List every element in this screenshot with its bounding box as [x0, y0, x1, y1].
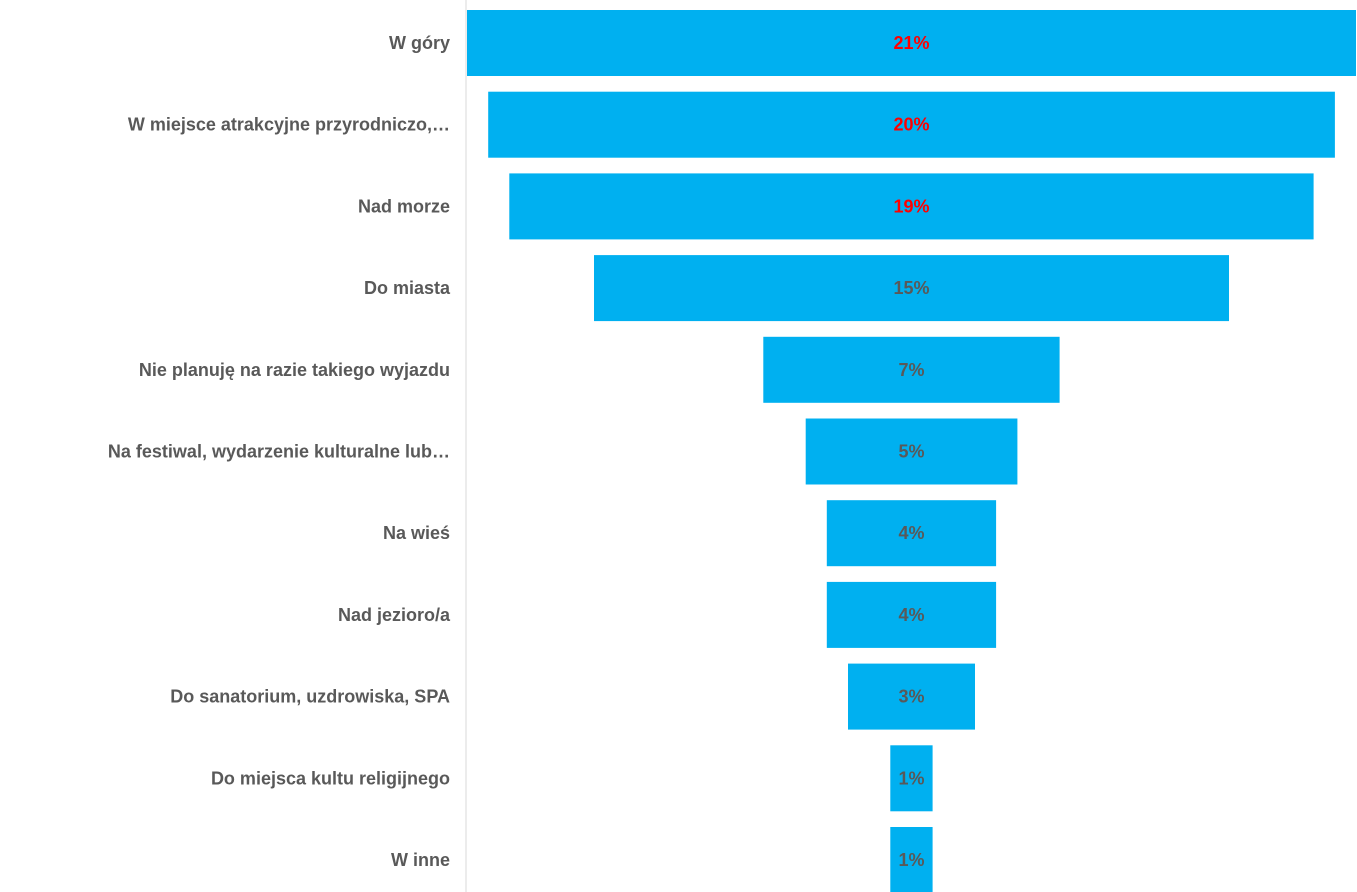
value-label: 20%: [893, 115, 929, 135]
value-label: 4%: [898, 605, 924, 625]
funnel-bar: [848, 663, 975, 730]
value-label: 4%: [898, 523, 924, 543]
category-labels-group: W góry W miejsce atrakcyjne przyrodniczo,…: [108, 33, 451, 870]
category-label: W miejsce atrakcyjne przyrodniczo,…: [128, 115, 450, 135]
funnel-bar: [890, 827, 933, 892]
value-label: 5%: [898, 442, 924, 462]
category-label: Na festiwal, wydarzenie kulturalne lub…: [108, 442, 450, 462]
funnel-bar: [467, 10, 1356, 76]
category-label: Nad morze: [358, 196, 450, 216]
category-label: Nad jezioro/a: [338, 605, 451, 625]
category-label: W inne: [391, 850, 450, 870]
value-label: 21%: [893, 33, 929, 53]
value-label: 1%: [898, 768, 924, 788]
funnel-bar: [805, 418, 1018, 485]
category-label: Nie planuję na razie takiego wyjazdu: [139, 360, 450, 380]
funnel-bar: [826, 581, 997, 648]
funnel-bar: [594, 255, 1229, 322]
value-label: 1%: [898, 850, 924, 870]
funnel-bar: [826, 500, 997, 567]
value-label: 7%: [898, 360, 924, 380]
value-label: 15%: [893, 278, 929, 298]
funnel-bar: [509, 173, 1314, 240]
bars-group: [467, 10, 1356, 892]
category-label: Na wieś: [383, 523, 450, 543]
value-label: 19%: [893, 196, 929, 216]
funnel-bar: [488, 91, 1335, 158]
funnel-bar: [890, 745, 933, 812]
value-label: 3%: [898, 687, 924, 707]
value-labels-group: 21% 20% 19% 15% 7% 5% 4% 4% 3% 1% 1%: [893, 33, 929, 870]
funnel-bar: [763, 336, 1060, 403]
category-label: Do miejsca kultu religijnego: [211, 768, 450, 788]
category-label: W góry: [389, 33, 450, 53]
category-label: Do sanatorium, uzdrowiska, SPA: [170, 687, 450, 707]
category-label: Do miasta: [364, 278, 451, 298]
